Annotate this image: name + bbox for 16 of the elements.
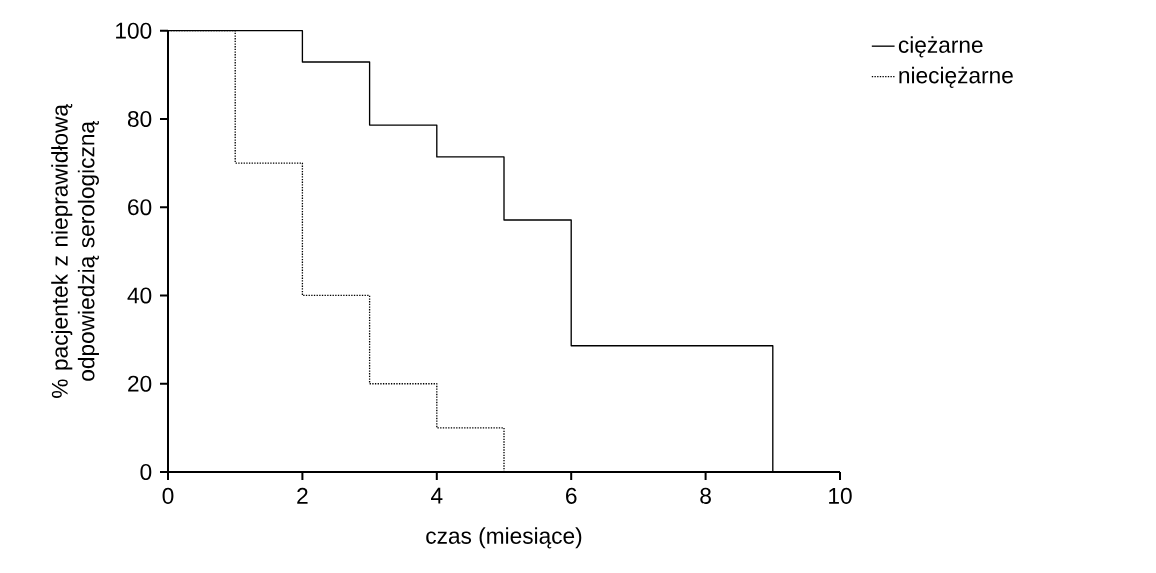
y-tick-label: 0 [140,463,152,480]
x-tick-label: 4 [431,487,443,504]
x-tick-label: 0 [162,487,174,504]
legend-label: nieciężarne [899,66,1013,88]
x-tick-label: 8 [700,487,711,504]
x-tick-label: 10 [829,487,852,504]
legend-label: ciężarne [898,36,983,58]
y-tick-label: 20 [128,375,152,392]
x-tick-label: 6 [566,487,577,504]
y-tick-label: 80 [127,110,152,127]
y-tick-label: 40 [127,287,152,304]
y-tick-label: 60 [128,199,152,216]
y-tick-label: 100 [116,22,152,39]
y-axis-title: % pacjentek z nieprawidłową odpowiedzią serologiczną [51,103,99,398]
x-axis-title: czas (miesiące) [426,527,582,549]
x-tick-label: 2 [297,487,308,504]
